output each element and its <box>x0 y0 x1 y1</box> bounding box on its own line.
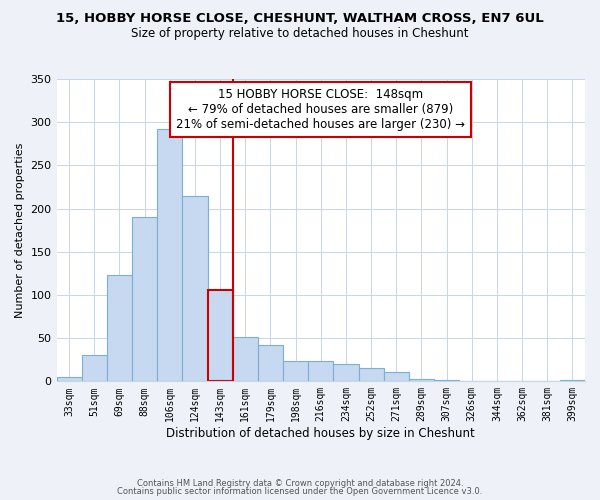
X-axis label: Distribution of detached houses by size in Cheshunt: Distribution of detached houses by size … <box>166 427 475 440</box>
Bar <box>434 380 459 382</box>
Text: Contains public sector information licensed under the Open Government Licence v3: Contains public sector information licen… <box>118 488 482 496</box>
Bar <box>82 356 107 382</box>
Bar <box>383 372 409 382</box>
Bar <box>56 377 82 382</box>
Bar <box>359 368 383 382</box>
Bar <box>283 360 308 382</box>
Bar <box>132 217 157 382</box>
Bar <box>560 380 585 382</box>
Text: 15, HOBBY HORSE CLOSE, CHESHUNT, WALTHAM CROSS, EN7 6UL: 15, HOBBY HORSE CLOSE, CHESHUNT, WALTHAM… <box>56 12 544 26</box>
Bar <box>334 364 359 382</box>
Text: 15 HOBBY HORSE CLOSE:  148sqm
← 79% of detached houses are smaller (879)
21% of : 15 HOBBY HORSE CLOSE: 148sqm ← 79% of de… <box>176 88 465 131</box>
Bar <box>409 378 434 382</box>
Bar <box>182 196 208 382</box>
Bar <box>258 345 283 382</box>
Text: Size of property relative to detached houses in Cheshunt: Size of property relative to detached ho… <box>131 28 469 40</box>
Bar <box>233 338 258 382</box>
Bar <box>308 362 334 382</box>
Bar <box>107 275 132 382</box>
Bar <box>208 290 233 382</box>
Bar <box>157 129 182 382</box>
Text: Contains HM Land Registry data © Crown copyright and database right 2024.: Contains HM Land Registry data © Crown c… <box>137 478 463 488</box>
Y-axis label: Number of detached properties: Number of detached properties <box>15 142 25 318</box>
